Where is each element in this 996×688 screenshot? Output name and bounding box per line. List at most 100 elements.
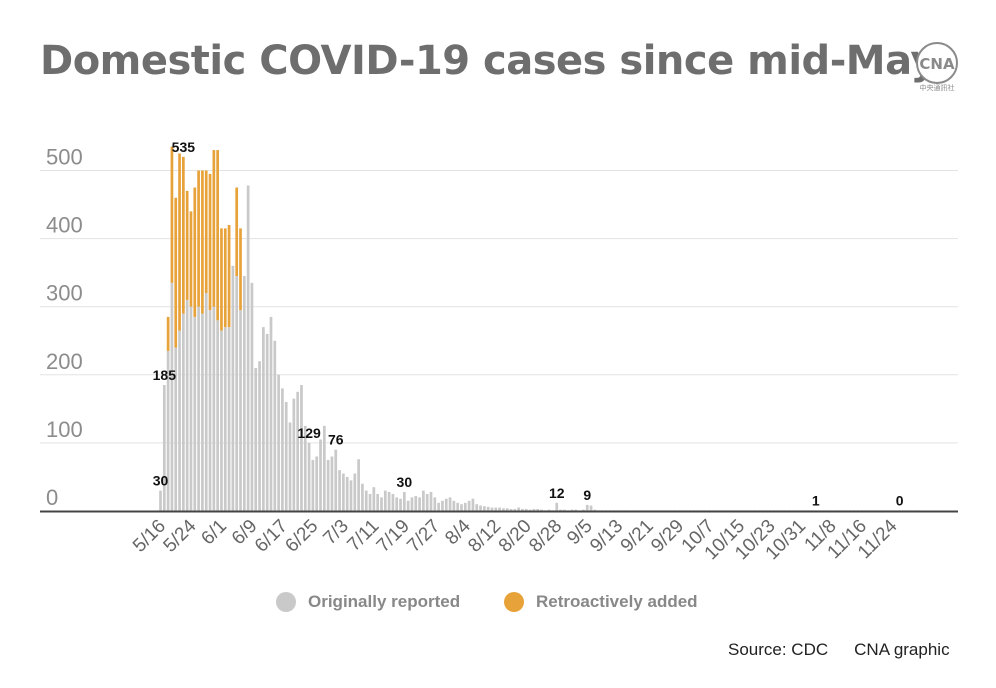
- bar-original: [265, 333, 269, 511]
- bar-original: [376, 493, 380, 511]
- bar-original: [483, 506, 486, 511]
- bar-original: [498, 507, 501, 511]
- x-tick-label: 5/24: [160, 515, 201, 556]
- bar-original: [231, 265, 235, 511]
- bar-original: [463, 502, 467, 511]
- bar-original: [273, 340, 277, 511]
- bar-original: [589, 505, 593, 511]
- bar-retro: [208, 173, 212, 311]
- bar-original: [178, 330, 181, 511]
- bar-original: [239, 310, 242, 511]
- bar-original: [593, 509, 597, 511]
- bar-retro: [223, 228, 227, 328]
- legend-retro-label: Retroactively added: [536, 592, 698, 611]
- bar-retro: [201, 170, 204, 314]
- y-tick-label: 200: [46, 349, 83, 374]
- bar-original: [303, 425, 307, 511]
- bar-original: [460, 504, 463, 511]
- bar-original: [220, 330, 223, 511]
- bar-original: [380, 497, 383, 511]
- bar-original: [433, 497, 437, 511]
- x-tick-label: 6/25: [281, 516, 322, 557]
- bar-original: [475, 504, 479, 511]
- bar-retro: [216, 150, 219, 321]
- bar-original: [441, 500, 444, 511]
- bar-retro: [166, 316, 170, 351]
- bar-original: [281, 388, 284, 511]
- legend-original-swatch: [276, 592, 296, 612]
- bar-retro: [174, 197, 178, 348]
- bar-original: [555, 502, 559, 511]
- bar-original: [334, 449, 338, 511]
- bar-original: [563, 509, 566, 511]
- data-label: 12: [549, 485, 565, 501]
- data-label: 30: [397, 474, 413, 490]
- bar-original: [330, 456, 334, 511]
- bar-original: [429, 491, 433, 511]
- bar-original: [402, 491, 406, 511]
- bar-original: [547, 509, 551, 511]
- bar-original: [368, 493, 372, 511]
- bar-retro: [170, 146, 174, 283]
- graphic-credit: CNA graphic: [854, 640, 950, 659]
- bar-original: [246, 185, 250, 511]
- bar-original: [166, 350, 170, 511]
- bar-original: [509, 508, 513, 511]
- bar-original: [410, 497, 414, 511]
- y-axis-labels: 0 100 200 300 400 500: [46, 145, 83, 511]
- bar-original: [269, 316, 273, 511]
- legend-original: Originally reported: [276, 592, 460, 612]
- bar-original: [159, 490, 162, 511]
- bar-original: [296, 391, 300, 511]
- y-tick-label: 400: [46, 213, 83, 238]
- bar-original: [521, 508, 524, 511]
- bar-original: [574, 509, 578, 511]
- y-tick-label: 500: [46, 145, 83, 170]
- bar-original: [490, 507, 494, 511]
- bar-original: [391, 493, 395, 511]
- bar-original: [170, 282, 174, 511]
- bar-original: [524, 508, 528, 511]
- bar-original: [456, 502, 460, 511]
- x-tick-label: 7/11: [343, 516, 383, 556]
- bar-original: [212, 306, 216, 511]
- bar-original: [406, 500, 410, 511]
- bar-original: [204, 293, 208, 511]
- bar-original: [277, 374, 280, 511]
- bar-original: [517, 507, 520, 511]
- bar-retro: [185, 190, 189, 300]
- legend-retro: Retroactively added: [504, 592, 698, 612]
- y-tick-label: 0: [46, 485, 58, 510]
- y-tick-label: 300: [46, 281, 83, 306]
- bar-original: [338, 470, 341, 511]
- bar-original: [399, 498, 402, 511]
- bar-retro: [212, 150, 216, 307]
- bar-original: [345, 476, 349, 511]
- bar-original: [540, 509, 543, 511]
- bar-original: [479, 505, 482, 511]
- bar-original: [242, 276, 246, 511]
- bar-retro: [189, 211, 193, 307]
- cna-logo-icon: CNA 中央通訊社: [916, 42, 958, 92]
- source-credit: Source: CDC CNA graphic: [728, 640, 950, 660]
- bar-original: [585, 504, 589, 511]
- bar-original: [322, 425, 326, 511]
- bar-original: [353, 473, 357, 511]
- bar-original: [307, 442, 311, 511]
- bar-original: [292, 398, 296, 511]
- bar-original: [528, 509, 532, 511]
- bar-original: [315, 456, 319, 511]
- bar-original: [227, 327, 231, 511]
- bar-original: [189, 306, 193, 511]
- bar-original: [452, 500, 456, 511]
- bar-original: [422, 490, 425, 511]
- bar-original: [349, 480, 353, 511]
- bar-retro: [204, 170, 208, 294]
- bar-original: [505, 508, 509, 511]
- cna-logo: CNA 中央通訊社: [906, 42, 968, 92]
- bar-original: [193, 316, 197, 511]
- bar-retro: [235, 187, 239, 277]
- data-label: 0: [896, 492, 904, 508]
